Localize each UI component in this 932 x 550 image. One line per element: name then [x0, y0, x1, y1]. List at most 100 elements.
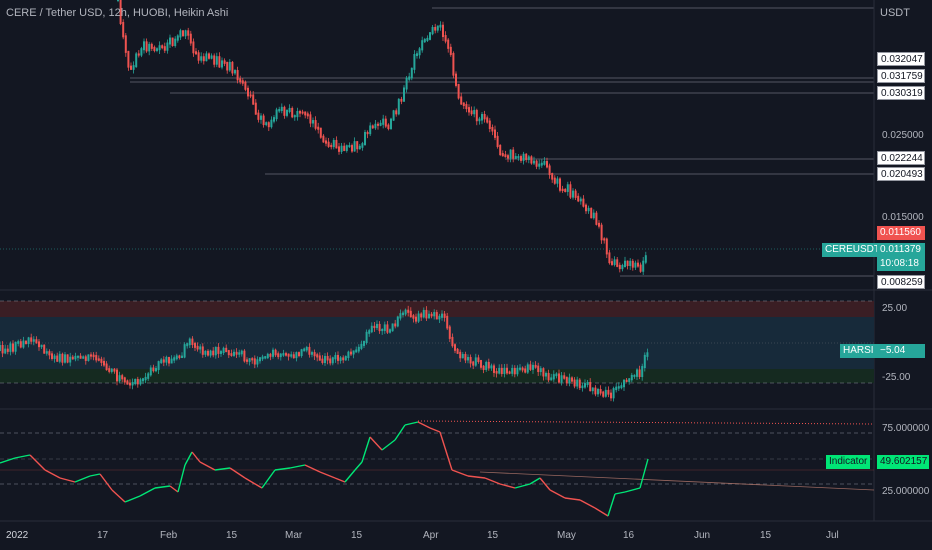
harsi-candle [477, 357, 480, 363]
harsi-candle [256, 359, 259, 365]
harsi-candle [378, 323, 381, 332]
harsi-candle [201, 346, 204, 355]
price-candle [626, 260, 629, 267]
harsi-candle [407, 309, 410, 313]
price-candle [267, 122, 270, 128]
time-axis-label: Feb [160, 530, 178, 541]
harsi-candle [493, 365, 495, 373]
harsi-candle [4, 348, 7, 354]
price-candle [447, 39, 450, 49]
price-candle [187, 30, 190, 36]
price-candle [491, 127, 494, 132]
time-axis-label: 2022 [6, 530, 29, 541]
price-level-label: 0.022244 [877, 151, 925, 165]
indicator-line-segment [451, 469, 469, 477]
price-candle [572, 190, 574, 198]
time-axis-label: 15 [760, 530, 772, 541]
price-candle [590, 207, 593, 219]
price-candle [369, 125, 372, 135]
harsi-candle [433, 312, 436, 317]
indicator-line [0, 421, 649, 517]
harsi-candle [175, 355, 178, 360]
harsi-candle [277, 353, 280, 358]
price-candle [265, 122, 268, 126]
indicator-name-tag[interactable]: Indicator [826, 455, 871, 469]
time-axis-label: 15 [226, 530, 238, 541]
price-candle [634, 262, 637, 268]
harsi-candle [170, 358, 173, 364]
price-candle [366, 131, 369, 135]
price-candle [135, 53, 138, 68]
indicator-line-segment [124, 495, 141, 503]
harsi-candle [326, 355, 329, 361]
harsi-candle [467, 357, 469, 361]
price-candle [288, 107, 291, 113]
symbol-name-tag[interactable]: CEREUSDT [822, 243, 884, 257]
harsi-candle [285, 353, 287, 356]
price-candle [169, 37, 171, 45]
price-candle [509, 149, 512, 159]
price-candle [535, 160, 538, 167]
price-candle [400, 98, 403, 102]
harsi-candle [347, 351, 350, 359]
harsi-candle [547, 372, 550, 381]
price-candle [553, 177, 556, 184]
harsi-candle [602, 391, 605, 397]
price-candle [421, 40, 424, 51]
price-candle [403, 87, 405, 102]
harsi-candle [311, 352, 313, 355]
price-candle [546, 161, 548, 168]
harsi-candle [48, 351, 51, 356]
harsi-candle [100, 358, 103, 363]
indicator-line-segment [99, 473, 113, 491]
harsi-candle [45, 351, 48, 354]
price-candle [603, 238, 606, 241]
harsi-candle [0, 345, 1, 351]
harsi-candle [144, 376, 147, 381]
price-candle [345, 145, 348, 151]
harsi-candle [581, 385, 584, 389]
harsi-candle [435, 312, 438, 320]
time-axis-label: 15 [487, 530, 499, 541]
price-candle [231, 61, 234, 74]
harsi-name-tag[interactable]: HARSI [840, 344, 877, 358]
harsi-candle [269, 353, 272, 357]
harsi-candle [22, 340, 25, 348]
harsi-candle [615, 386, 618, 391]
price-candle [520, 156, 522, 161]
harsi-candle [40, 344, 43, 348]
harsi-candle [560, 375, 563, 383]
currency-label[interactable]: USDT [880, 7, 910, 19]
harsi-candle [550, 377, 553, 381]
symbol-title[interactable]: CERE / Tether USD, 12h, HUOBI, Heikin As… [6, 7, 229, 19]
price-candle [327, 141, 330, 147]
harsi-candle [446, 315, 449, 329]
harsi-candle [14, 341, 17, 352]
harsi-candle [79, 355, 82, 359]
price-candle [304, 111, 307, 116]
price-candle [470, 110, 473, 115]
price-candle [582, 198, 585, 207]
harsi-candle [217, 346, 220, 354]
harsi-candle [318, 355, 321, 361]
indicator-line-segment [199, 461, 216, 471]
indicator-line-segment [381, 439, 396, 451]
price-candle [343, 145, 346, 151]
harsi-candle [589, 382, 592, 392]
indicator-line-segment [417, 421, 431, 429]
harsi-candle [441, 313, 443, 318]
harsi-candle [396, 316, 399, 327]
price-candle [301, 111, 304, 114]
harsi-candle [84, 356, 87, 361]
harsi-candle [373, 325, 376, 329]
price-candle [566, 184, 569, 192]
harsi-candle [183, 344, 186, 358]
harsi-candle [178, 355, 181, 359]
harsi-candle [279, 353, 282, 358]
price-candle [332, 139, 335, 148]
indicator-line-segment [59, 477, 76, 483]
harsi-candle [259, 357, 261, 362]
harsi-candle [555, 373, 558, 377]
